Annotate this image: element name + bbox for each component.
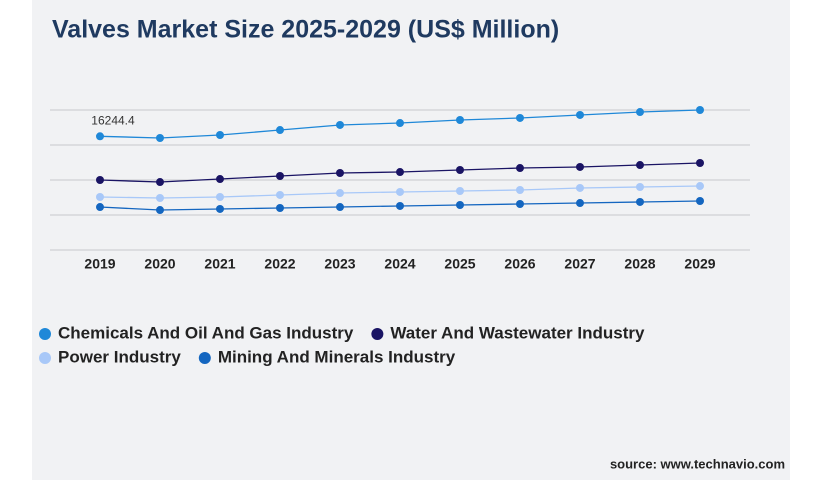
- data-point: [96, 132, 104, 141]
- data-point: [636, 197, 644, 206]
- x-tick-label: 2022: [264, 256, 295, 272]
- data-point: [636, 183, 644, 191]
- data-point: [156, 206, 164, 215]
- x-tick-label: 2020: [144, 256, 175, 272]
- data-point: [456, 116, 464, 125]
- data-point: [576, 183, 584, 192]
- data-point: [336, 169, 344, 177]
- legend-marker: [39, 328, 51, 340]
- x-tick-label: 2027: [564, 256, 595, 272]
- data-point: [216, 130, 224, 139]
- x-tick-label: 2021: [204, 256, 235, 272]
- x-tick-label: 2026: [504, 256, 535, 272]
- x-tick-label: 2023: [324, 256, 355, 272]
- data-point: [516, 200, 524, 209]
- data-point: [276, 172, 284, 181]
- x-tick-label: 2024: [384, 256, 415, 272]
- data-point: [96, 176, 104, 184]
- data-point: [636, 161, 644, 170]
- data-point: [276, 204, 284, 212]
- x-tick-label: 2029: [684, 256, 715, 272]
- data-point: [456, 200, 464, 209]
- data-point: [216, 193, 224, 202]
- data-point: [576, 199, 584, 208]
- legend-label: Power Industry: [58, 347, 181, 366]
- data-point: [276, 126, 284, 135]
- x-tick-label: 2028: [624, 256, 655, 272]
- legend-label: Chemicals And Oil And Gas Industry: [58, 323, 354, 342]
- data-point: [336, 189, 344, 198]
- data-point: [276, 190, 284, 199]
- chart-title: Valves Market Size 2025-2029 (US$ Millio…: [52, 16, 559, 44]
- data-point: [456, 165, 464, 174]
- data-point: [396, 168, 404, 177]
- legend-label: Water And Wastewater Industry: [390, 323, 645, 342]
- data-point: [336, 203, 344, 212]
- legend-marker: [198, 352, 211, 364]
- chart-background: [32, 0, 790, 480]
- legend-marker: [39, 352, 51, 364]
- data-point: [696, 197, 704, 205]
- data-point: [396, 201, 404, 210]
- data-point: [516, 164, 524, 173]
- data-point: [336, 120, 344, 129]
- data-point: [156, 178, 164, 187]
- data-point: [696, 106, 704, 114]
- data-point: [516, 113, 524, 122]
- data-point: [96, 203, 104, 212]
- x-tick-label: 2019: [84, 256, 115, 272]
- data-point: [456, 186, 464, 195]
- data-label: 16244.4: [91, 113, 135, 127]
- data-point: [396, 187, 404, 196]
- data-point: [216, 204, 224, 213]
- data-point: [96, 193, 104, 202]
- legend-marker: [371, 328, 384, 340]
- legend-label: Mining And Minerals Industry: [218, 347, 456, 366]
- data-point: [396, 119, 404, 128]
- data-point: [576, 162, 584, 171]
- data-point: [516, 186, 524, 195]
- data-point: [216, 175, 224, 184]
- data-point: [696, 182, 704, 191]
- data-point: [576, 110, 584, 119]
- source: source: www.technavio.com: [610, 456, 785, 471]
- data-point: [636, 108, 644, 117]
- data-point: [156, 193, 164, 202]
- data-point: [156, 134, 164, 142]
- x-tick-label: 2025: [444, 256, 475, 272]
- data-point: [696, 158, 704, 167]
